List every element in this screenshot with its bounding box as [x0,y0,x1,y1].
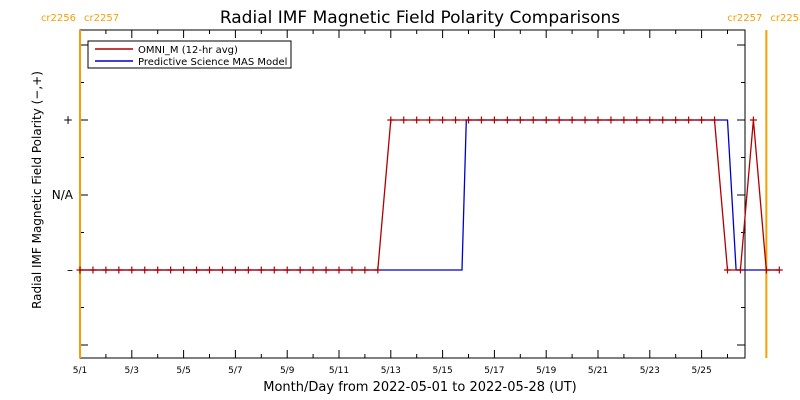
data-point [607,116,615,124]
data-point [672,116,680,124]
data-point [89,266,97,274]
data-point [724,266,731,274]
carrington-label-right: cr2258 [770,13,800,24]
data-point [322,266,330,274]
x-tick-label: 5/23 [640,366,660,376]
data-point [633,116,641,124]
x-tick-label: 5/11 [329,366,349,376]
data-point [529,116,537,124]
x-tick-label: 5/19 [536,366,556,376]
data-point [283,266,291,274]
data-point [711,116,719,124]
data-point [762,266,770,274]
data-point [685,116,693,124]
x-tick-label: 5/25 [691,366,711,376]
data-point [465,116,472,124]
legend: OMNI_M (12-hr avg)Predictive Science MAS… [87,40,292,69]
data-point [141,266,149,274]
legend-label: Predictive Science MAS Model [138,57,287,68]
data-point [309,266,317,274]
x-tick-label: 5/17 [484,366,504,376]
x-tick-label: 5/13 [381,366,401,376]
data-point [128,266,136,274]
data-point [231,266,239,274]
x-tick-label: 5/1 [73,366,87,376]
y-tick-label: + [63,113,73,127]
data-point [568,116,576,124]
x-tick-label: 5/9 [280,366,295,376]
data-point [620,116,628,124]
data-point [749,116,757,124]
data-point [659,116,667,124]
data-point [206,266,213,274]
data-point [361,266,369,274]
carrington-markers: cr2256 cr2257 cr2257 cr2258 [41,13,800,358]
data-point [542,116,550,124]
data-point [335,266,343,274]
data-point [387,116,395,124]
x-tick-label: 5/5 [176,366,190,376]
data-point [154,266,162,274]
data-point [374,266,382,274]
data-point [516,116,524,124]
data-point [581,116,589,124]
x-tick-label: 5/7 [228,366,242,376]
data-point [167,266,175,274]
data-point [452,116,460,124]
chart-title: Radial IMF Magnetic Field Polarity Compa… [220,8,620,28]
data-point [555,116,563,124]
data-point [490,116,498,124]
y-axis-label: Radial IMF Magnetic Field Polarity (−,+) [30,71,44,309]
data-point [400,116,408,124]
data-point [218,266,226,274]
x-tick-label: 5/3 [125,366,139,376]
x-axis-label: Month/Day from 2022-05-01 to 2022-05-28 … [263,380,576,395]
data-point [503,116,511,124]
data-point [594,116,602,124]
data-point [193,266,201,274]
data-point [296,266,304,274]
carrington-label-left: cr2257 [727,13,762,24]
data-point [426,116,434,124]
y-tick-label: N/A [52,188,74,202]
data-point [413,116,421,124]
data-point [736,266,744,274]
carrington-label-left: cr2256 [41,13,76,24]
data-point [102,266,110,274]
y-tick-label: – [67,263,73,277]
data-point [477,116,485,124]
data-point [180,266,188,274]
x-tick-label: 5/15 [432,366,452,376]
data-point [257,266,265,274]
x-tick-label: 5/21 [588,366,608,376]
data-point [244,266,252,274]
data-point [646,116,654,124]
legend-label: OMNI_M (12-hr avg) [138,45,238,56]
data-point [439,116,447,124]
series-layer [76,116,783,274]
data-point [775,266,783,274]
data-point [348,266,356,274]
data-point [270,266,278,274]
data-point [115,266,123,274]
data-point [76,266,84,274]
legend-box [87,40,292,69]
data-point [698,116,706,124]
carrington-label-right: cr2257 [84,13,119,24]
